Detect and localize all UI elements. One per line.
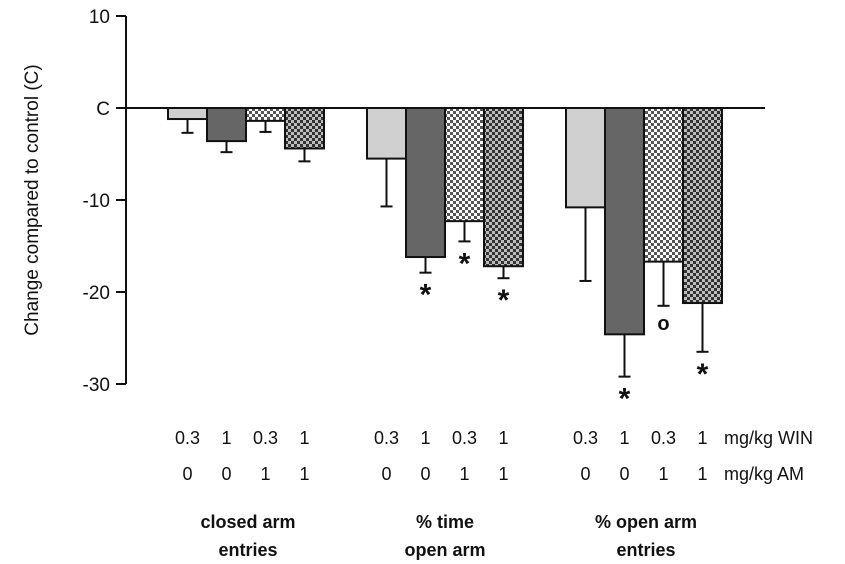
dose-label: 0.3	[651, 428, 676, 448]
bar	[245, 107, 286, 122]
bar	[682, 107, 723, 305]
y-axis-label: Change compared to control (C)	[22, 64, 43, 335]
dose-label: 1	[221, 428, 231, 448]
bar-group	[167, 107, 723, 336]
dose-label: 1	[299, 428, 309, 448]
dose-label-group: 0.3 1 0.3 1 0.3 1 0.3 1 0.3 1 0.3 1 mg/kg WIN 0 0 1 1 0 0 1…	[175, 428, 813, 484]
y-tick-group: 10 C -10 -20 -30	[83, 7, 126, 396]
bar	[284, 107, 325, 150]
y-tick-label: -30	[83, 375, 110, 396]
bar	[643, 107, 684, 263]
dose-unit-label: mg/kg AM	[724, 464, 804, 484]
significance-marker-group: * * * o * *	[420, 247, 709, 415]
significance-star: *	[498, 284, 510, 317]
group-label: % time	[416, 512, 474, 532]
dose-label: 1	[498, 464, 508, 484]
group-label: entries	[218, 540, 277, 560]
dose-label: 0	[221, 464, 231, 484]
dose-label: 0.3	[253, 428, 278, 448]
dose-label: 1	[459, 464, 469, 484]
group-label: entries	[616, 540, 675, 560]
group-label-group: closed arm entries % time open arm % open ar…	[200, 512, 697, 560]
dose-label: 1	[498, 428, 508, 448]
dose-label: 1	[619, 428, 629, 448]
bar	[206, 107, 247, 143]
bar	[405, 107, 446, 259]
bar	[167, 107, 208, 121]
group-label: closed arm	[200, 512, 295, 532]
dose-label: 0.3	[452, 428, 477, 448]
significance-star: *	[459, 247, 471, 280]
error-bar-group	[181, 119, 709, 378]
dose-label: 0.3	[374, 428, 399, 448]
dose-label: 1	[697, 464, 707, 484]
significance-star: *	[619, 383, 631, 416]
bar	[366, 107, 407, 160]
y-tick-label: 10	[89, 7, 110, 28]
dose-label: 1	[658, 464, 668, 484]
y-tick-label: -20	[83, 283, 110, 304]
y-tick-label: C	[96, 99, 110, 120]
bar	[565, 107, 606, 209]
significance-star: *	[697, 358, 709, 391]
dose-label: 0	[580, 464, 590, 484]
bar	[604, 107, 645, 336]
bar	[483, 107, 524, 268]
dose-label: 0.3	[175, 428, 200, 448]
y-tick-label: -10	[83, 191, 110, 212]
dose-label: 0	[182, 464, 192, 484]
dose-label: 0.3	[573, 428, 598, 448]
bar	[444, 107, 485, 223]
dose-label: 1	[420, 428, 430, 448]
dose-unit-label: mg/kg WIN	[724, 428, 813, 448]
dose-label: 1	[299, 464, 309, 484]
dose-label: 0	[420, 464, 430, 484]
dose-label: 1	[697, 428, 707, 448]
group-label: % open arm	[595, 512, 697, 532]
group-label: open arm	[404, 540, 485, 560]
significance-star: *	[420, 279, 432, 312]
trend-marker: o	[657, 313, 669, 335]
dose-label: 0	[381, 464, 391, 484]
dose-label: 0	[619, 464, 629, 484]
dose-label: 1	[260, 464, 270, 484]
